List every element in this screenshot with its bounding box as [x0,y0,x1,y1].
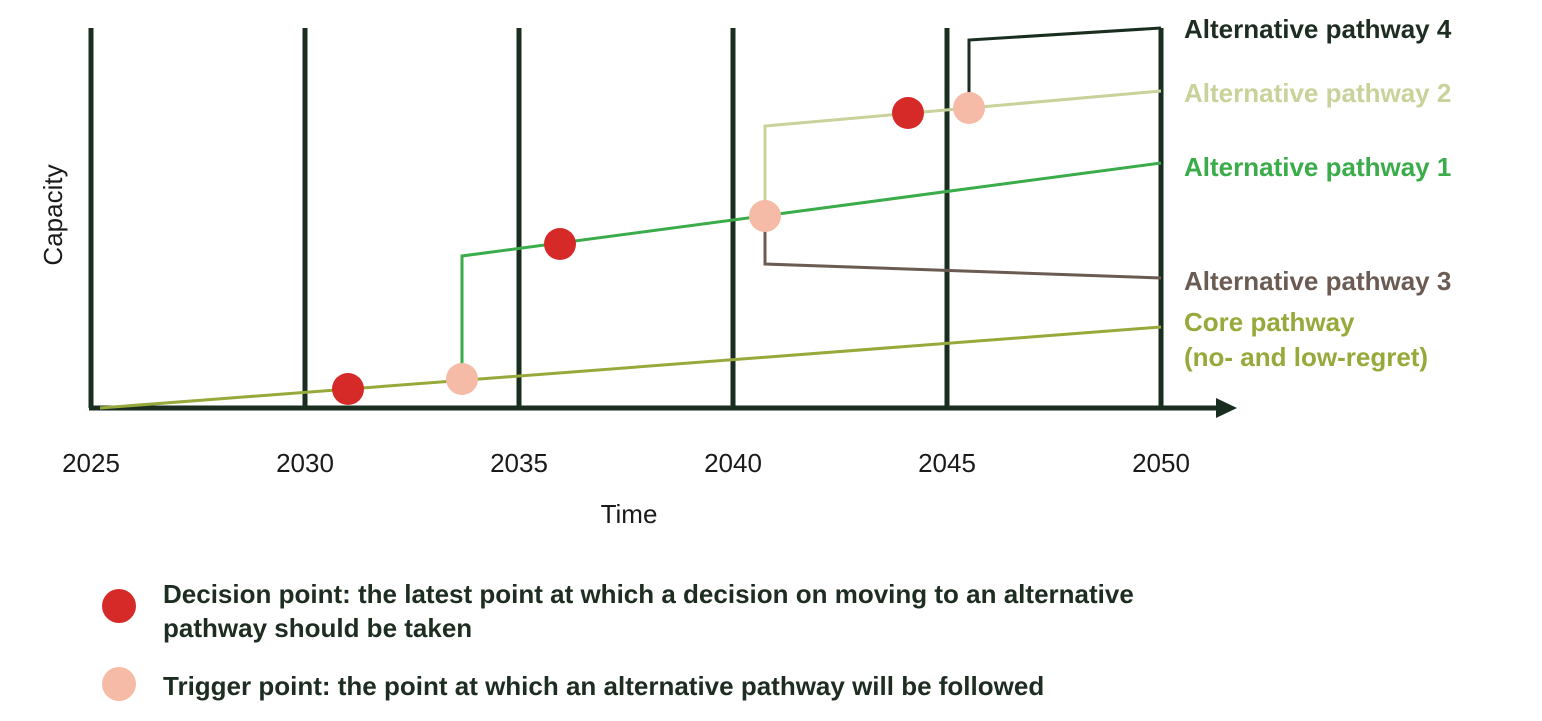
alternative-pathway-4-line [967,26,1162,108]
legend-trigger-dot [102,667,136,701]
label-core-pathway: Core pathway [1184,307,1355,337]
x-tick-label: 2035 [490,448,548,478]
trigger-point [953,92,985,124]
trigger-point [446,363,478,395]
x-tick-label: 2050 [1132,448,1190,478]
alternative-pathway-3-line [763,216,1162,280]
alternative-pathway-1-line [460,161,1162,379]
decision-point [892,97,924,129]
label-alternative-pathway-3: Alternative pathway 3 [1184,266,1451,296]
x-tick-label: 2030 [276,448,334,478]
legend-decision-text-line1: Decision point: the latest point at whic… [163,579,1134,609]
x-tick-label: 2025 [62,448,120,478]
y-axis-title: Capacity [38,164,68,265]
core-pathway-line [99,325,1162,410]
x-axis-arrowhead [1216,398,1237,418]
label-alternative-pathway-1: Alternative pathway 1 [1184,152,1451,182]
legend-trigger-text: Trigger point: the point at which an alt… [163,671,1045,701]
legend-decision-dot [102,589,136,623]
decision-point [544,228,576,260]
label-alternative-pathway-2: Alternative pathway 2 [1184,78,1451,108]
decision-point [332,373,364,405]
x-tick-label: 2040 [704,448,762,478]
x-tick-labels: 2025 2030 2035 2040 2045 2050 [62,448,1190,478]
label-alternative-pathway-4: Alternative pathway 4 [1184,14,1452,44]
trigger-point [749,200,781,232]
legend-decision-text-line2: pathway should be taken [163,613,473,643]
x-axis-title: Time [601,499,658,529]
alternative-pathway-2-line [763,89,1162,216]
x-tick-label: 2045 [918,448,976,478]
label-core-pathway-subtitle: (no- and low-regret) [1184,342,1428,372]
year-gridlines [88,28,1164,408]
